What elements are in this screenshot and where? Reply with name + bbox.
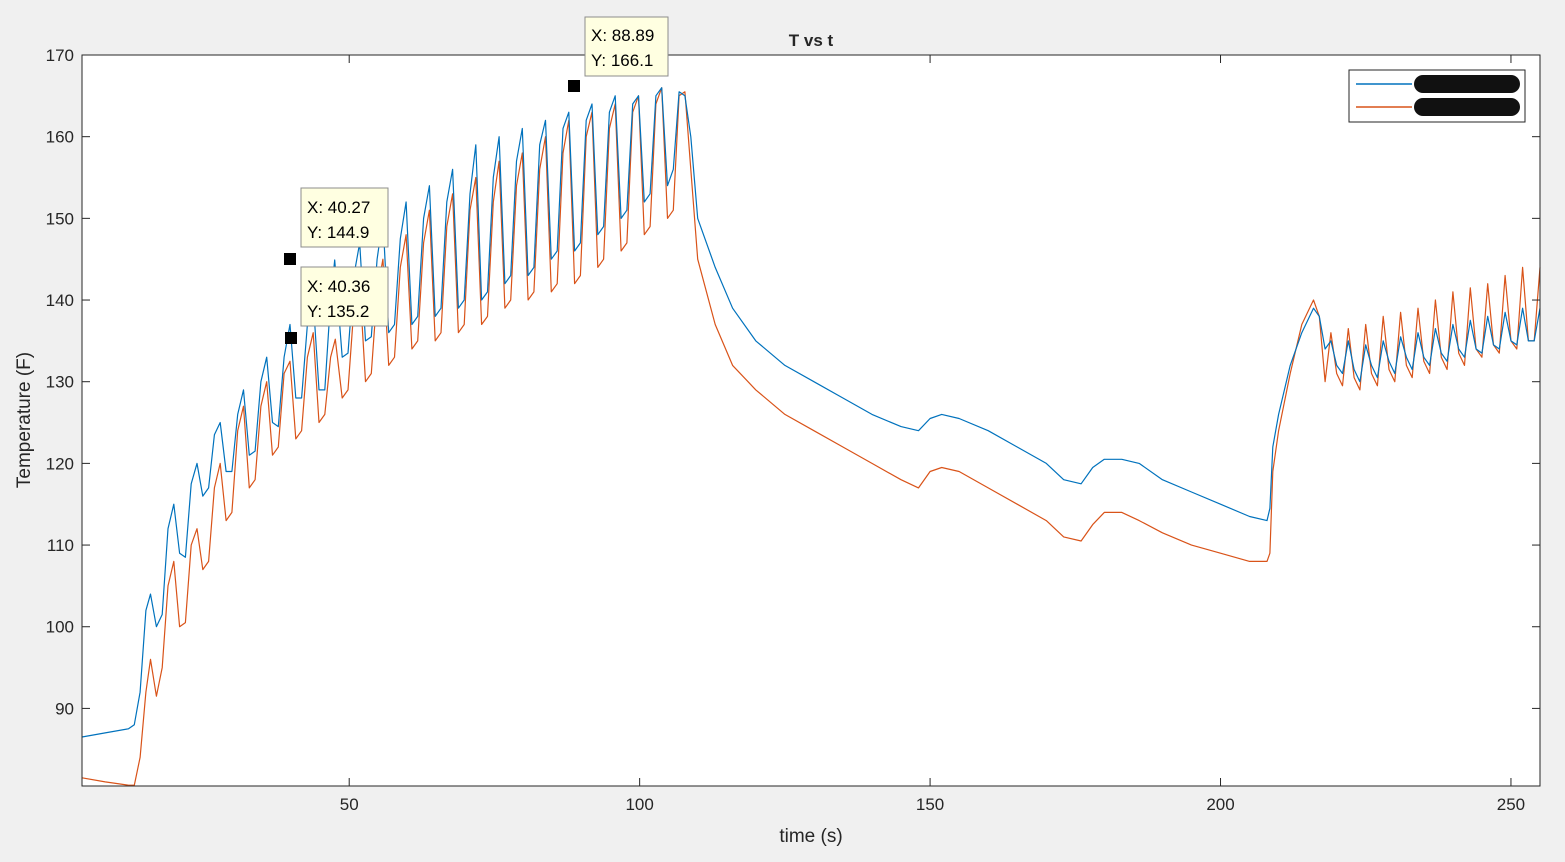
- x-tick-label-150: 150: [916, 795, 944, 814]
- axes-box: [81, 54, 1541, 787]
- y-tick-label-110: 110: [47, 536, 74, 555]
- y-tick-label-170: 170: [46, 46, 74, 65]
- y-tick-label-150: 150: [46, 209, 74, 228]
- y-tick-label-140: 140: [46, 291, 74, 310]
- datatip-3[interactable]: X: 40.36 Y: 135.2: [285, 266, 389, 344]
- y-tick-label-160: 160: [46, 128, 74, 147]
- y-axis-label: Temperature (F): [14, 352, 35, 488]
- legend-label-series-2-redaction: [1414, 98, 1520, 116]
- series-layer: [81, 87, 1541, 786]
- x-tick-label-100: 100: [625, 795, 653, 814]
- y-tick-label-90: 90: [55, 699, 74, 718]
- datatip-3-box: [300, 266, 389, 327]
- y-tick-label-130: 130: [46, 373, 74, 392]
- datatip-3-marker[interactable]: [285, 332, 297, 344]
- datatip-2-y-text: Y: 144.9: [307, 223, 369, 242]
- datatip-2-marker[interactable]: [284, 253, 296, 265]
- y-tick-label-100: 100: [46, 618, 74, 637]
- series-2-line[interactable]: [81, 87, 1541, 786]
- y-tick-label-120: 120: [46, 454, 74, 473]
- chart-title: T vs t: [789, 31, 834, 50]
- ticks-layer: 50 100 150 200 250 90 100 110 120 130 140 150 160 170: [46, 46, 1540, 814]
- x-axis-label: time (s): [779, 826, 842, 847]
- x-tick-label-200: 200: [1206, 795, 1234, 814]
- legend-label-series-1-redaction: [1414, 75, 1520, 93]
- datatip-3-y-text: Y: 135.2: [307, 302, 369, 321]
- datatip-1-y-text: Y: 166.1: [591, 51, 653, 70]
- datatip-2-box: [300, 187, 389, 248]
- datatip-2[interactable]: X: 40.27 Y: 144.9: [284, 187, 389, 265]
- datatip-2-x-text: X: 40.27: [307, 198, 370, 217]
- datatip-1-marker[interactable]: [568, 80, 580, 92]
- legend[interactable]: [1348, 69, 1526, 123]
- datatip-layer: X: 88.89 Y: 166.1 X: 40.27 Y: 144.9 X: 4…: [284, 16, 669, 344]
- datatip-1-x-text: X: 88.89: [591, 26, 654, 45]
- datatip-3-x-text: X: 40.36: [307, 277, 370, 296]
- datatip-1-box: [584, 16, 669, 77]
- x-tick-label-50: 50: [340, 795, 359, 814]
- x-tick-label-250: 250: [1497, 795, 1525, 814]
- axes-area[interactable]: [82, 55, 1540, 786]
- datatip-1[interactable]: X: 88.89 Y: 166.1: [568, 16, 669, 92]
- series-1-line[interactable]: [81, 87, 1541, 738]
